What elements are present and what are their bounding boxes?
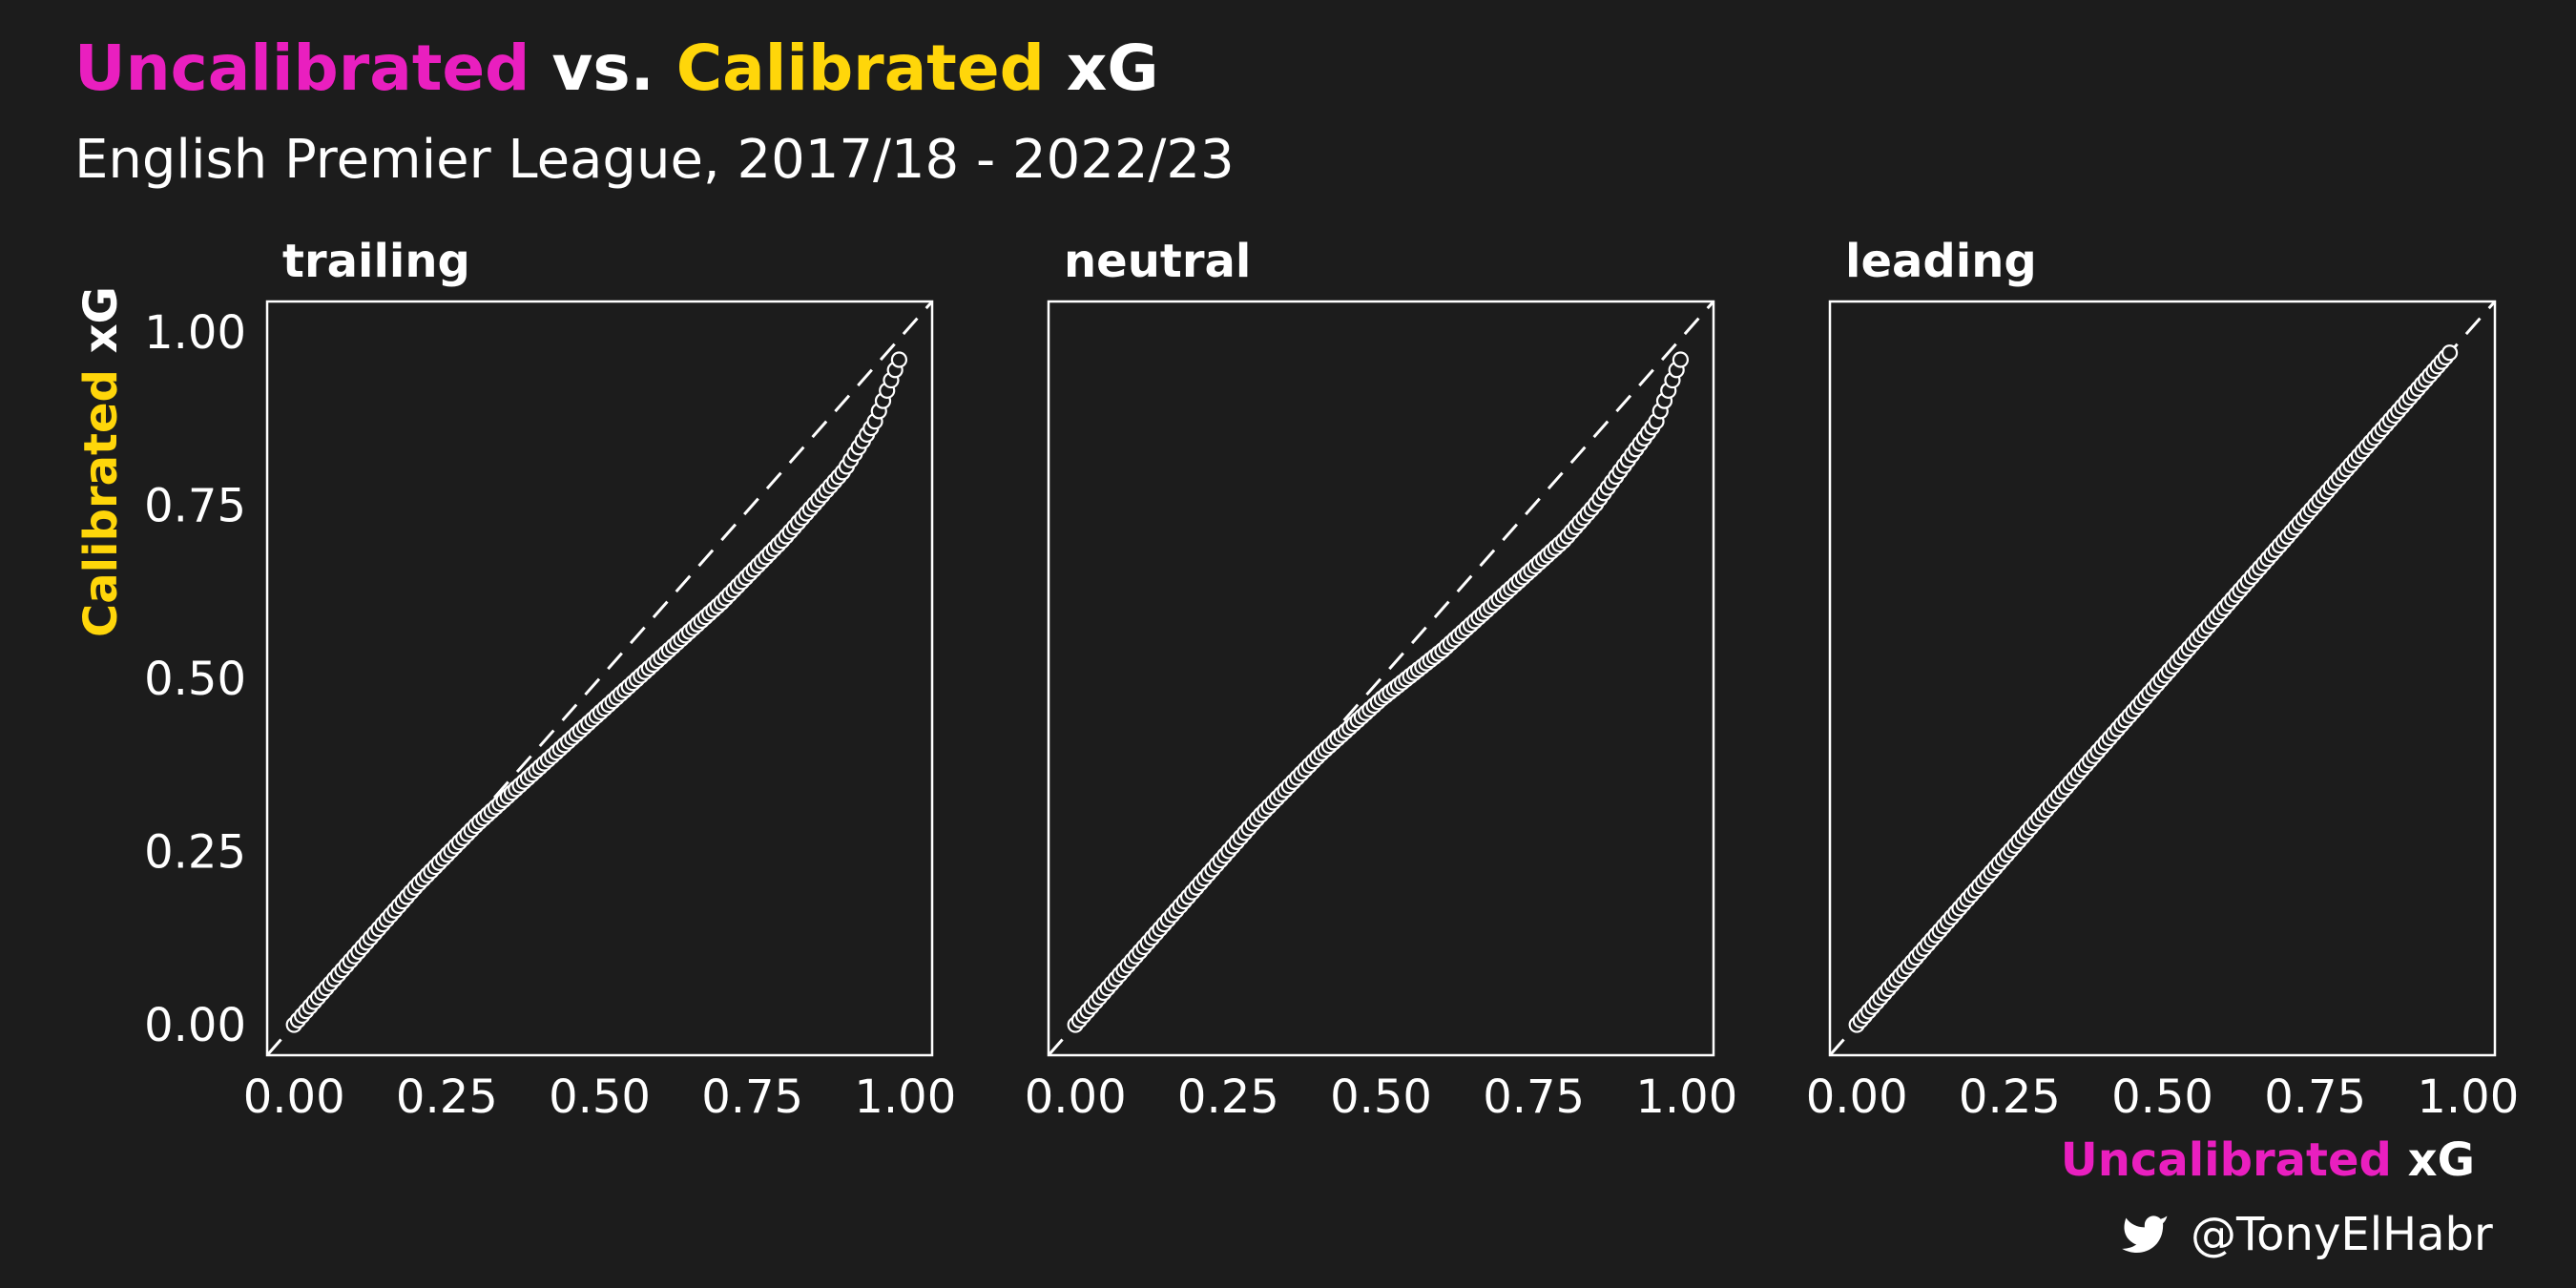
y-axis-title-xg: xG	[74, 286, 128, 369]
calibration-points	[1067, 351, 1690, 1033]
x-tick-label: 0.25	[396, 1070, 498, 1124]
title-vs: vs.	[530, 31, 675, 105]
x-tick-label: 0.25	[1177, 1070, 1279, 1124]
calibration-point	[2441, 344, 2459, 362]
twitter-bird-icon	[2122, 1215, 2168, 1254]
x-tick-label: 0.75	[2264, 1070, 2366, 1124]
y-tick-label: 0.00	[144, 999, 246, 1052]
facet-panels: trailing 0.00 0.25 0.50 0.75 1.00 0.00 0.25 0.50…	[144, 235, 2519, 1124]
x-tick-label: 0.00	[243, 1070, 345, 1124]
x-tick-label: 0.75	[1483, 1070, 1585, 1124]
calibration-points	[285, 351, 908, 1033]
x-tick-label: 1.00	[1635, 1070, 1737, 1124]
x-tick-label: 0.25	[1959, 1070, 2061, 1124]
x-tick-label: 0.00	[1806, 1070, 1908, 1124]
x-tick-label: 0.75	[701, 1070, 803, 1124]
calibration-point	[890, 351, 908, 368]
y-axis-title: Calibrated xG	[74, 286, 128, 637]
reference-line	[1047, 301, 1715, 1056]
title-xg: xG	[1045, 31, 1159, 105]
x-tick-label: 1.00	[2417, 1070, 2519, 1124]
x-tick-label: 0.00	[1025, 1070, 1127, 1124]
x-axis-title-uncalibrated: Uncalibrated	[2061, 1133, 2392, 1187]
y-tick-label: 0.25	[144, 826, 246, 880]
facet-label-leading: leading	[1845, 235, 2037, 288]
panel-neutral: neutral 0.00 0.25 0.50 0.75 1.00	[1025, 235, 1738, 1124]
y-tick-label: 1.00	[144, 306, 246, 360]
x-tick-label: 0.50	[1330, 1070, 1432, 1124]
panel-border	[1828, 300, 2497, 1057]
title-uncalibrated: Uncalibrated	[74, 31, 530, 105]
calibration-points	[1848, 344, 2459, 1033]
credit-handle: @TonyElHabr	[2191, 1208, 2493, 1261]
panel-border	[1047, 300, 1715, 1057]
chart-title: Uncalibrated vs. Calibrated xG	[74, 31, 1159, 105]
reference-line	[265, 301, 934, 1056]
credit: @TonyElHabr	[2122, 1208, 2493, 1261]
y-tick-label: 0.50	[144, 653, 246, 706]
x-axis-title-xg: xG	[2392, 1133, 2475, 1187]
panel-trailing: trailing 0.00 0.25 0.50 0.75 1.00 0.00 0.25 0.50…	[144, 235, 956, 1124]
x-tick-label: 0.50	[549, 1070, 651, 1124]
title-calibrated: Calibrated	[676, 31, 1045, 105]
x-axis-title: Uncalibrated xG	[2061, 1133, 2475, 1187]
y-tick-label: 0.75	[144, 479, 246, 532]
panel-leading: leading 0.00 0.25 0.50 0.75 1.00	[1806, 235, 2520, 1124]
y-axis-title-calibrated: Calibrated	[74, 369, 128, 637]
panel-border	[265, 300, 934, 1057]
facet-label-trailing: trailing	[282, 235, 470, 288]
facet-label-neutral: neutral	[1064, 235, 1251, 288]
calibration-point	[1672, 351, 1690, 368]
x-tick-label: 1.00	[854, 1070, 956, 1124]
x-tick-label: 0.50	[2111, 1070, 2213, 1124]
chart-subtitle: English Premier League, 2017/18 - 2022/2…	[74, 129, 1235, 191]
